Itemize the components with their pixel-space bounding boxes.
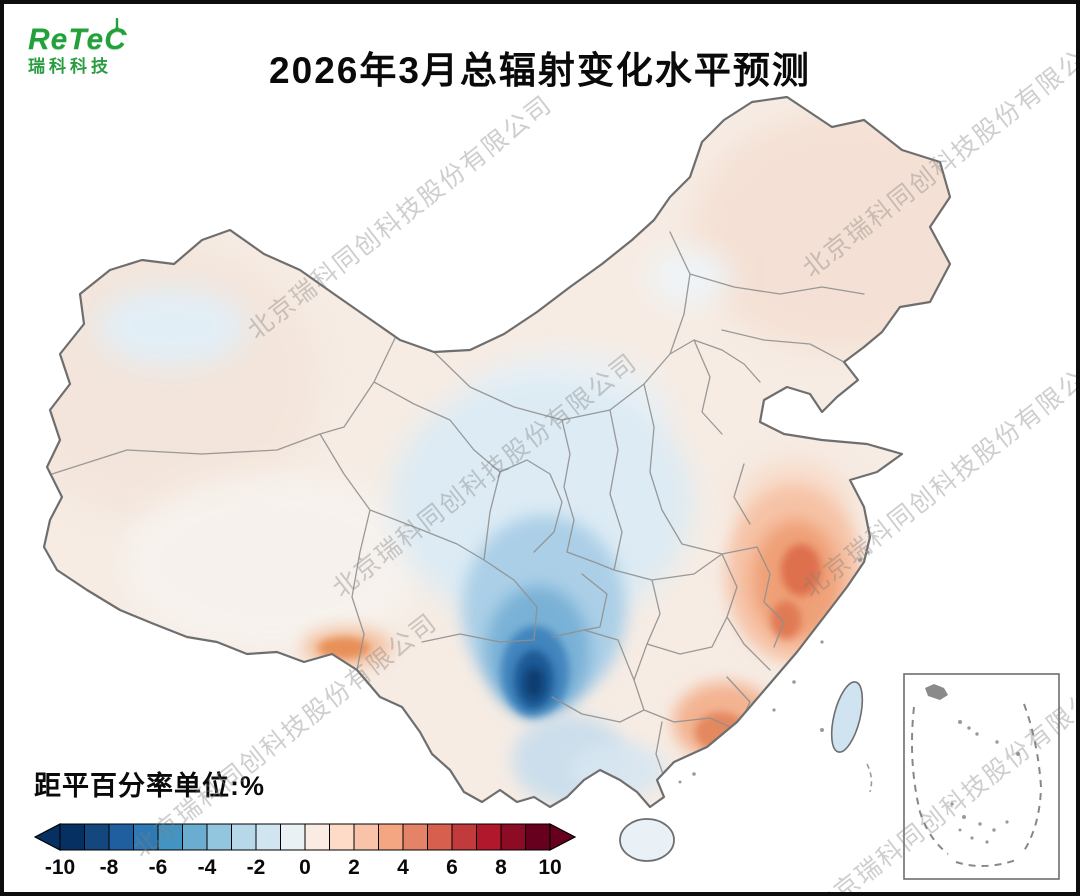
sea-dashes [866, 763, 873, 793]
retec-logo: ReTeC 瑞科科技 [28, 18, 127, 76]
colorbar-cell [451, 823, 477, 851]
province-borders [51, 231, 865, 778]
colorbar-cell [84, 823, 110, 851]
logo-brand-text: ReTeC [28, 23, 127, 56]
colorbar-cell [378, 823, 404, 851]
colorbar-cell [231, 823, 257, 851]
colorbar-tick: -6 [148, 856, 168, 879]
page-title: 2026年3月总辐射变化水平预测 [269, 50, 811, 91]
colorbar-tick: 10 [538, 856, 562, 879]
taiwan-island [830, 681, 864, 753]
colorbar-cell [182, 823, 208, 851]
legend-units-label: 距平百分率单位:% [34, 771, 265, 801]
colorbar-cell [329, 823, 355, 851]
wind-turbine-icon [107, 18, 127, 36]
logo-chinese-text: 瑞科科技 [28, 56, 112, 76]
colorbar-tick: 6 [446, 856, 458, 879]
colorbar-cell [353, 823, 379, 851]
colorbar-tick: -2 [246, 856, 266, 879]
inset-hainan-shape [925, 684, 948, 700]
colorbar-tick: -8 [99, 856, 119, 879]
colorbar-left-arrow [34, 823, 61, 851]
colorbar-cell [108, 823, 134, 851]
hainan-island [619, 818, 675, 862]
colorbar-cell [206, 823, 232, 851]
colorbar-tick: 4 [397, 856, 409, 879]
colorbar-tick-row: -10 -8 -6 -4 -2 0 2 4 6 8 10 [4, 856, 1076, 884]
colorbar-tick: 8 [495, 856, 507, 879]
south-china-sea-inset [903, 673, 1060, 880]
colorbar-cell [59, 823, 85, 851]
colorbar [34, 823, 577, 851]
colorbar-tick: -10 [44, 856, 76, 879]
colorbar-cell [255, 823, 281, 851]
nine-dash-line [911, 703, 1043, 867]
colorbar-tick: 2 [348, 856, 360, 879]
colorbar-cell [500, 823, 526, 851]
colorbar-tick: -4 [197, 856, 217, 879]
colorbar-cell [476, 823, 502, 851]
colorbar-cell [133, 823, 159, 851]
colorbar-right-arrow [549, 823, 577, 851]
colorbar-tick: 0 [299, 856, 311, 879]
inset-islands [950, 720, 1020, 844]
colorbar-cell [402, 823, 428, 851]
colorbar-cell [427, 823, 453, 851]
colorbar-cell [157, 823, 183, 851]
colorbar-cell [280, 823, 306, 851]
china-anomaly-map [42, 95, 1060, 880]
coastal-islets [678, 550, 870, 784]
colorbar-cell [304, 823, 330, 851]
colorbar-cell [525, 823, 551, 851]
